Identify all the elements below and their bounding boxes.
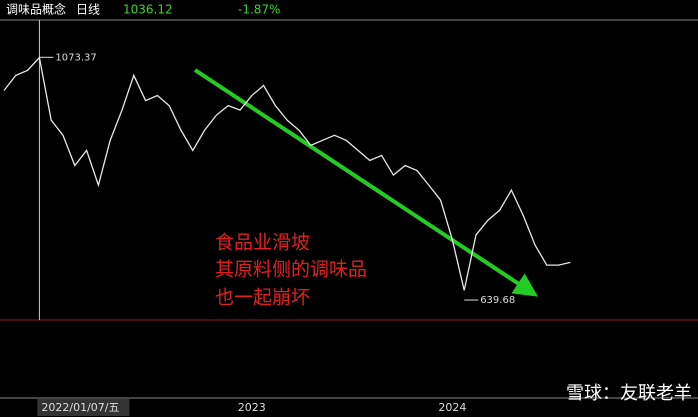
low-label: 639.68 bbox=[480, 295, 515, 306]
last-price: 1036.12 bbox=[123, 3, 173, 17]
chart-title: 调味品概念 bbox=[6, 2, 66, 17]
high-label: 1073.37 bbox=[55, 52, 96, 63]
x-tick-label: 2024 bbox=[438, 401, 466, 414]
x-tick-label: 2023 bbox=[238, 401, 266, 414]
annotation: 食品业滑坡 bbox=[215, 232, 310, 254]
annotation: 其原料侧的调味品 bbox=[215, 259, 367, 281]
x-tick-label: 2022/01/07/五 bbox=[41, 401, 119, 414]
x-label-box bbox=[37, 399, 130, 416]
period: 日线 bbox=[76, 3, 100, 17]
annotation: 也一起崩坏 bbox=[215, 287, 310, 309]
change: -1.87% bbox=[238, 3, 280, 17]
watermark: 雪球：友联老羊 bbox=[566, 383, 692, 404]
price-line bbox=[3, 56, 571, 291]
